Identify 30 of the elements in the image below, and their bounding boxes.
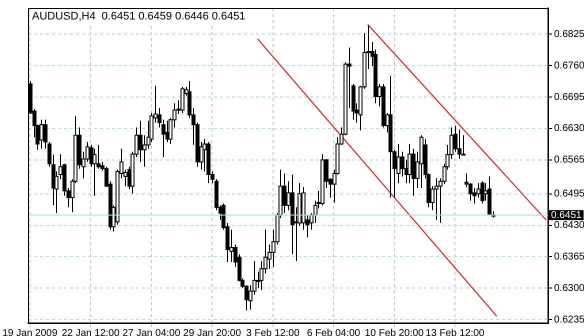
y-tick-label: 0.6695 [554, 92, 584, 103]
x-tick-label: 6 Feb 04:00 [306, 328, 361, 336]
x-tick-label: 10 Feb 20:00 [364, 328, 424, 336]
candlestick [434, 178, 438, 220]
y-tick-label: 0.6365 [554, 251, 584, 262]
x-tick-label: 27 Jan 04:00 [122, 328, 181, 336]
candlestick [458, 128, 462, 160]
ref-line-label: 0.6451 [551, 210, 582, 221]
y-tick-label: 0.6300 [554, 282, 584, 294]
y-tick-label: 0.6760 [554, 60, 584, 72]
x-tick-label: 3 Feb 12:00 [246, 328, 300, 336]
x-tick-label: 13 Feb 12:00 [426, 328, 485, 336]
x-tick-label: 22 Jan 12:00 [62, 328, 120, 336]
y-tick-label: 0.6630 [554, 123, 584, 134]
candlestick [180, 86, 184, 114]
x-tick-label: 29 Jan 20:00 [183, 328, 242, 336]
candlestick [282, 172, 286, 214]
y-tick-label: 0.6565 [554, 154, 584, 166]
y-tick-label: 0.6430 [554, 220, 584, 232]
y-tick-label: 0.6235 [554, 314, 584, 326]
x-tick-label: 19 Jan 2009 [2, 328, 58, 336]
candlestick [480, 180, 484, 204]
chart-title: AUDUSD,H4 0.6451 0.6459 0.6446 0.6451 [32, 10, 246, 23]
candlestick [138, 120, 142, 162]
candlestick [408, 143, 412, 184]
candlestick [202, 138, 206, 172]
y-tick-label: 0.6495 [554, 188, 584, 200]
candlestick [92, 148, 96, 196]
y-tick-label: 0.6825 [554, 28, 584, 40]
candlestick [40, 119, 44, 150]
